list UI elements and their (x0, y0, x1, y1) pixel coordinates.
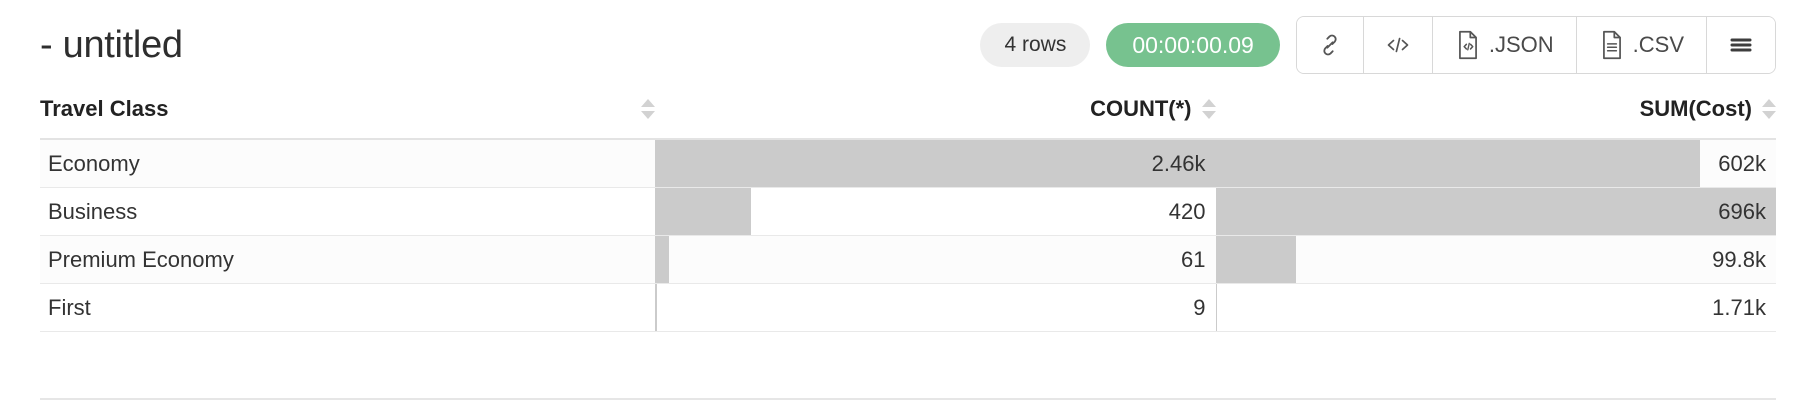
bar-fill (1215, 140, 1701, 187)
cell-count: 9 (655, 283, 1216, 332)
column-header-sum-cost[interactable]: SUM(Cost) (1215, 90, 1776, 140)
cell-text: 1.71k (1712, 294, 1766, 320)
cell-text: Business (48, 198, 138, 224)
header-toolbar: 4 rows 00:00:00.09 (980, 16, 1776, 74)
column-header-travel-class[interactable]: Travel Class (40, 90, 655, 140)
code-icon (1384, 32, 1412, 58)
cell-travel-class: Business (40, 187, 655, 236)
table-row[interactable]: Business 420 696k (40, 187, 1776, 236)
bar-fill (1215, 188, 1776, 235)
export-json-button[interactable]: .JSON (1432, 17, 1577, 73)
cell-text: 420 (1168, 198, 1206, 224)
cell-travel-class: First (40, 283, 655, 332)
cell-text: 696k (1718, 198, 1766, 224)
cell-travel-class: Economy (40, 139, 655, 188)
bar-fill (655, 140, 1216, 187)
column-header-count[interactable]: COUNT(*) (655, 90, 1216, 140)
bar-fill (655, 284, 658, 331)
hamburger-icon (1727, 33, 1755, 57)
cell-sum-cost: 602k (1215, 139, 1776, 188)
results-table: Travel Class COUNT(*) SUM(Cost) (40, 90, 1776, 332)
cell-text: 602k (1718, 150, 1766, 176)
results-table-container: Travel Class COUNT(*) SUM(Cost) (0, 90, 1816, 332)
page-title: - untitled (40, 23, 183, 66)
column-header-label: COUNT(*) (1090, 96, 1192, 121)
results-table-head: Travel Class COUNT(*) SUM(Cost) (40, 90, 1776, 140)
column-header-label: Travel Class (40, 96, 169, 121)
json-file-icon (1455, 30, 1481, 60)
export-csv-button[interactable]: .CSV (1576, 17, 1707, 73)
export-csv-label: .CSV (1632, 32, 1684, 57)
cell-sum-cost: 99.8k (1215, 235, 1776, 284)
table-bottom-rule (40, 398, 1776, 400)
cell-sum-cost: 1.71k (1215, 283, 1776, 332)
cell-text: 99.8k (1712, 246, 1766, 272)
link-icon (1317, 32, 1343, 58)
sort-icon[interactable] (1201, 97, 1216, 121)
csv-file-icon (1599, 30, 1625, 60)
results-table-body: Economy 2.46k 602k (40, 139, 1776, 332)
cell-travel-class: Premium Economy (40, 235, 655, 284)
menu-button[interactable] (1707, 17, 1775, 73)
cell-text: 61 (1181, 246, 1206, 272)
sort-icon[interactable] (641, 97, 655, 121)
cell-count: 420 (655, 187, 1216, 236)
row-count-badge: 4 rows (980, 23, 1091, 67)
bar-fill (655, 236, 669, 283)
cell-text: Premium Economy (48, 246, 234, 272)
share-link-button[interactable] (1296, 17, 1364, 73)
cell-text: 2.46k (1151, 150, 1206, 176)
column-header-label: SUM(Cost) (1639, 96, 1752, 121)
cell-count: 61 (655, 235, 1216, 284)
sort-icon[interactable] (1762, 97, 1776, 121)
export-json-label: .JSON (1488, 32, 1554, 57)
cell-sum-cost: 696k (1215, 187, 1776, 236)
bar-fill (1215, 236, 1296, 283)
bar-fill (655, 188, 751, 235)
panel-header: - untitled 4 rows 00:00:00.09 (0, 0, 1816, 90)
bar-fill (1215, 284, 1217, 331)
header-row: Travel Class COUNT(*) SUM(Cost) (40, 90, 1776, 140)
query-duration-badge: 00:00:00.09 (1106, 23, 1280, 67)
cell-text: First (48, 294, 91, 320)
cell-text: Economy (48, 150, 140, 176)
table-row[interactable]: Economy 2.46k 602k (40, 139, 1776, 188)
table-row[interactable]: First 9 1.71k (40, 283, 1776, 332)
cell-count: 2.46k (655, 139, 1216, 188)
cell-text: 9 (1193, 294, 1206, 320)
toolbar-button-group: .JSON .CSV (1295, 16, 1776, 74)
table-row[interactable]: Premium Economy 61 99.8k (40, 235, 1776, 284)
embed-code-button[interactable] (1363, 17, 1433, 73)
